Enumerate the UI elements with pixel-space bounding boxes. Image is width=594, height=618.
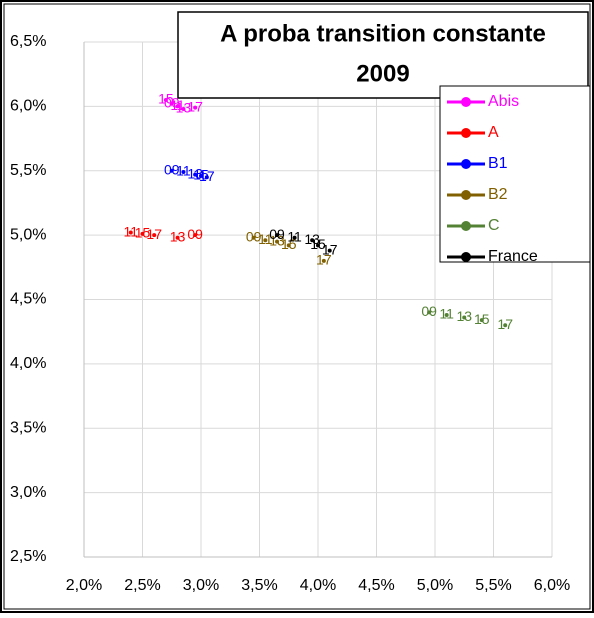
point (275, 233, 280, 238)
point-label: 15 (158, 91, 174, 107)
point (251, 235, 256, 240)
point (292, 235, 297, 240)
point (128, 230, 133, 235)
point-label: 13 (269, 232, 285, 248)
point-label: 17 (497, 316, 513, 332)
point-label: 17 (322, 241, 338, 257)
point (310, 238, 315, 243)
point (275, 239, 280, 244)
point (152, 233, 157, 238)
point (204, 175, 209, 180)
point-label: 17 (146, 226, 162, 242)
point-label: 09 (269, 226, 285, 242)
point (199, 173, 203, 178)
legend-marker (461, 159, 471, 169)
point (181, 106, 186, 111)
y-tick-label: 2,5% (10, 548, 46, 565)
chart-title: A proba transition constante (220, 20, 546, 47)
point-label: 09 (421, 303, 437, 319)
point (444, 312, 449, 317)
point (181, 170, 186, 175)
x-tick-label: 2,0% (66, 577, 102, 594)
y-tick-label: 3,0% (10, 484, 46, 501)
point-label: 09 (246, 228, 262, 244)
point (286, 243, 291, 248)
point (169, 101, 174, 106)
legend: Abis A B1 B2 C France (439, 85, 591, 265)
point-label: 17 (187, 98, 203, 114)
inner-border (3, 3, 591, 610)
point-label: 15 (474, 311, 490, 327)
legend-marker (461, 252, 471, 262)
point-label: 13 (456, 308, 472, 324)
point (427, 310, 432, 315)
legend-label: C (488, 217, 500, 234)
y-tick-label: 5,5% (10, 162, 46, 179)
point-label: 09 (164, 161, 180, 177)
point-label: 13 (304, 231, 320, 247)
point-label: 15 (281, 236, 297, 252)
point (140, 231, 145, 236)
y-tick-label: 4,0% (10, 355, 46, 372)
x-tick-label: 2,5% (124, 577, 160, 594)
point (175, 104, 180, 109)
point (193, 172, 198, 177)
y-tick-label: 5,0% (10, 226, 46, 243)
x-tick-label: 3,0% (183, 577, 219, 594)
point-label: 11 (170, 97, 185, 113)
x-tick-label: 5,5% (475, 577, 511, 594)
legend-marker (461, 221, 471, 231)
point (462, 315, 467, 320)
point-label: 13 (170, 228, 186, 244)
title-box (177, 11, 589, 99)
point-label: 11 (439, 306, 454, 322)
chart-subtitle: 2009 (356, 60, 409, 87)
y-tick-label: 4,5% (10, 291, 46, 308)
legend-marker (461, 128, 471, 138)
point-label: 11 (176, 163, 191, 179)
point-label: 13 (187, 165, 203, 181)
point (169, 168, 174, 173)
point-label: 15 (193, 167, 209, 183)
legend-label: France (488, 248, 538, 265)
point-label: 11 (258, 231, 273, 247)
x-tick-label: 4,0% (300, 577, 336, 594)
point (316, 243, 320, 248)
point-label: 17 (316, 252, 332, 268)
plot-area: 2,5% 3,0% 3,5% 4,0% 4,5% 5,0% 5,5% 6,0% 6,5% 2,0%… (10, 33, 570, 594)
point (175, 235, 180, 240)
y-tick-label: 6,0% (10, 98, 46, 115)
point (479, 318, 484, 323)
point (193, 105, 198, 110)
x-tick-label: 4,5% (358, 577, 394, 594)
point-label: 11 (124, 223, 139, 239)
y-tick-label: 3,5% (10, 419, 46, 436)
legend-marker (461, 97, 471, 107)
legend-label: B1 (488, 155, 508, 172)
y-tick-label: 6,5% (10, 33, 46, 50)
point (327, 248, 332, 253)
point-label: 15 (310, 236, 326, 252)
legend-marker (461, 190, 471, 200)
point (503, 323, 508, 328)
x-tick-label: 3,5% (241, 577, 277, 594)
point-label: 13 (176, 100, 192, 116)
point (163, 97, 168, 102)
point-label: 11 (287, 228, 302, 244)
point-label: 09 (187, 226, 203, 242)
legend-box (439, 85, 591, 263)
point-label: 15 (135, 225, 151, 241)
point (263, 238, 268, 243)
point (193, 233, 198, 238)
x-tick-label: 5,0% (417, 577, 453, 594)
point-label: 17 (199, 168, 215, 184)
legend-label: A (488, 124, 499, 141)
legend-label: Abis (488, 93, 519, 110)
legend-label: B2 (488, 186, 508, 203)
x-tick-label: 6,0% (534, 577, 570, 594)
point (321, 258, 326, 263)
